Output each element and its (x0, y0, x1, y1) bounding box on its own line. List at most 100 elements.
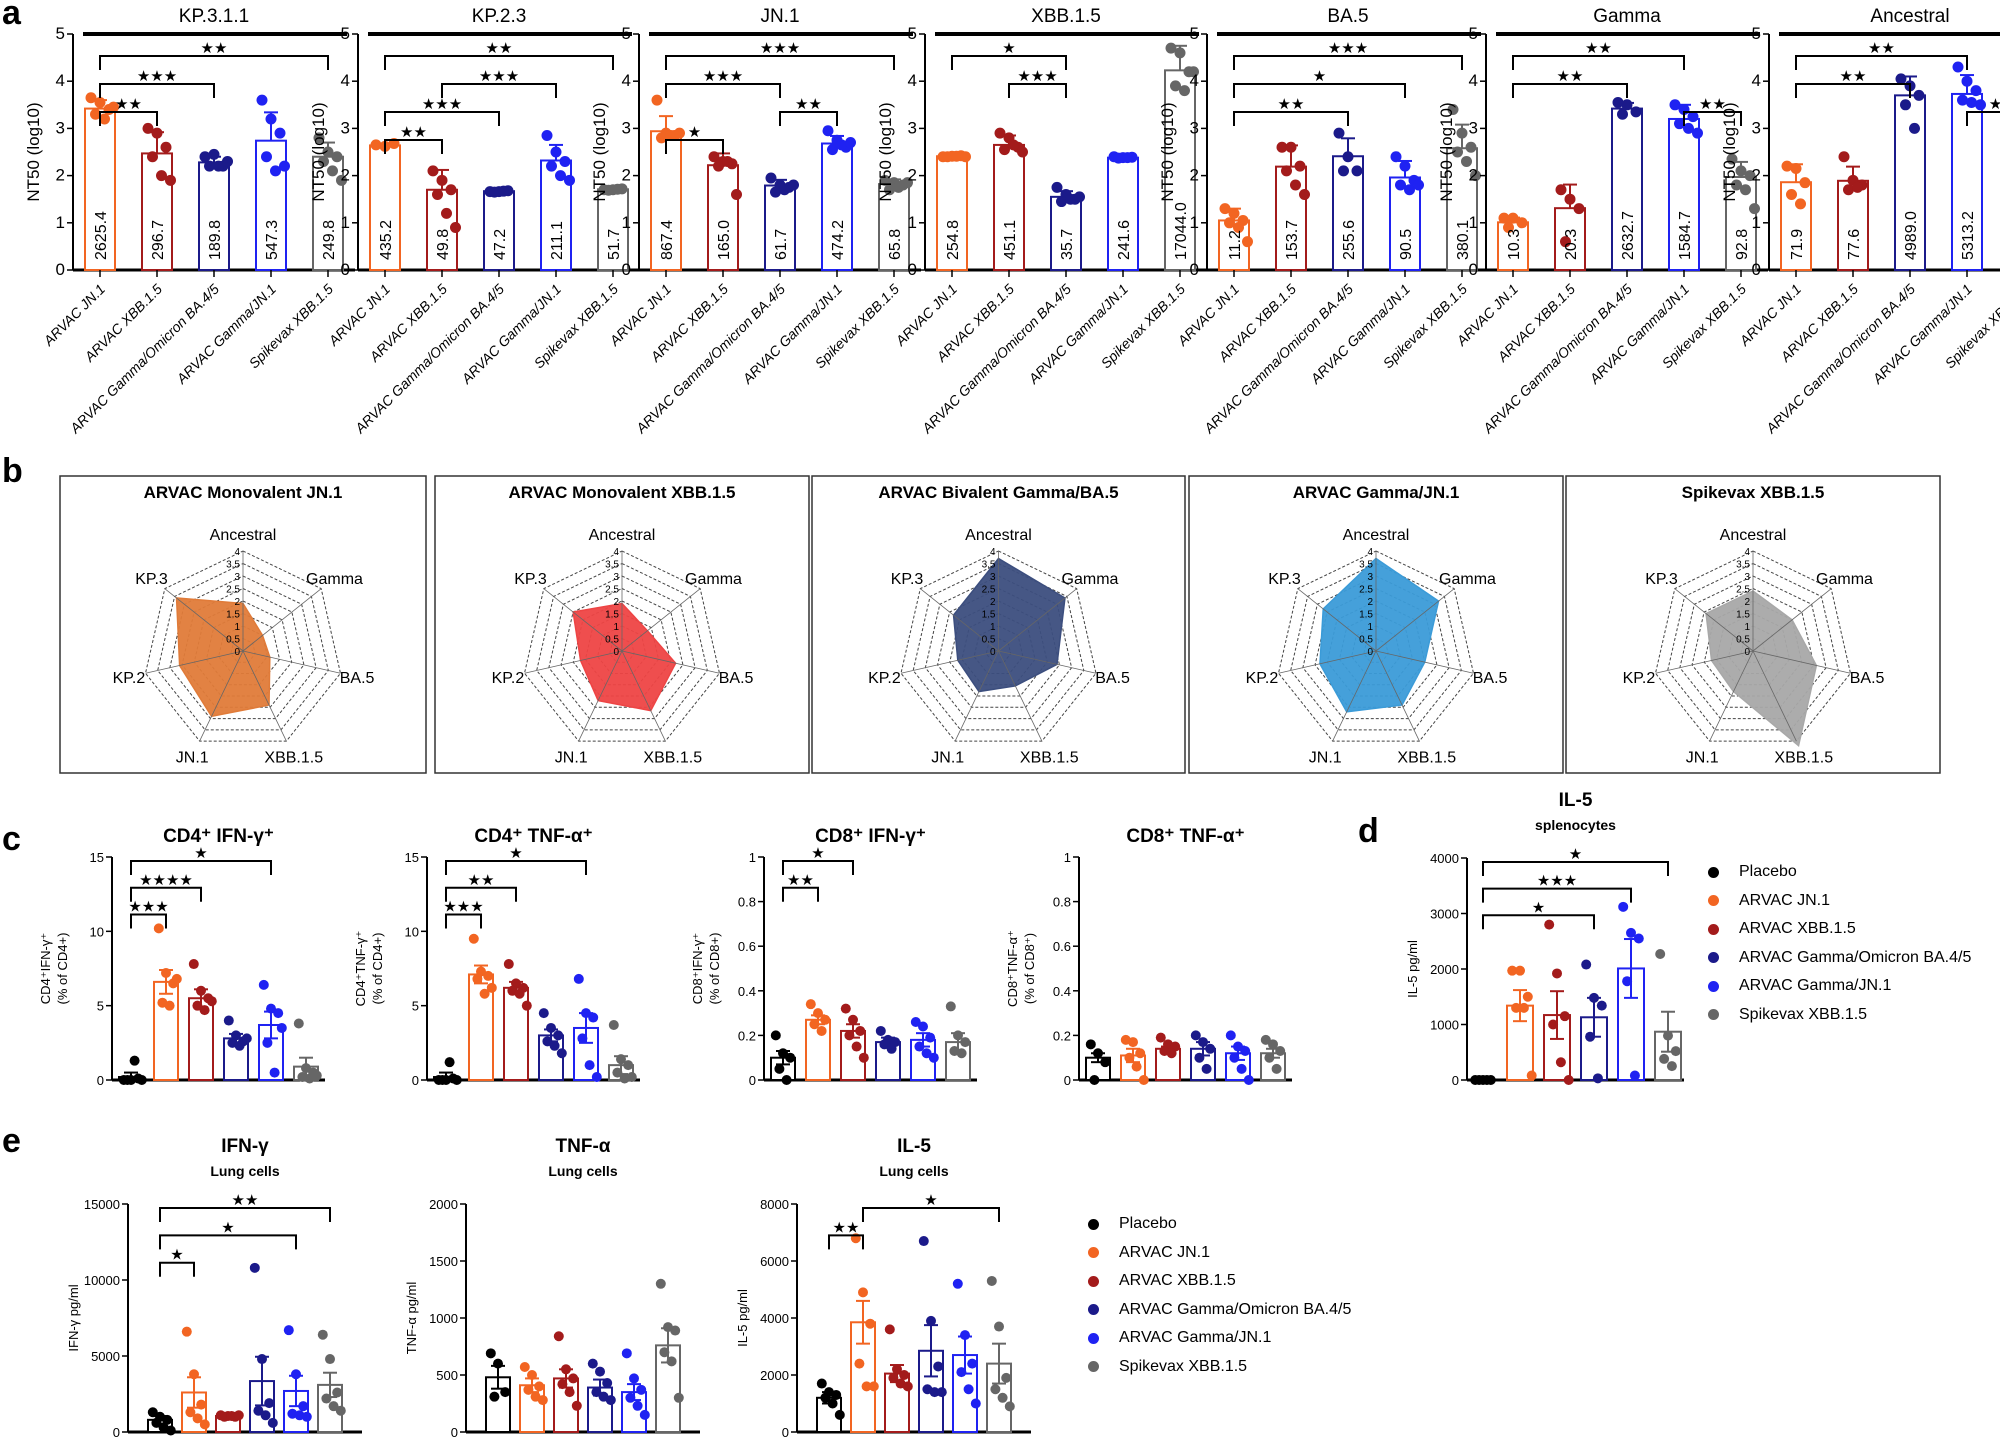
radar-axis-label: KP.3 (514, 571, 547, 588)
data-point (273, 1008, 284, 1019)
data-point (1726, 153, 1738, 165)
y-tick-label: 3 (1752, 118, 1761, 137)
data-point (553, 1331, 564, 1342)
significance-stars: ★★★ (1328, 40, 1368, 57)
y-tick-label: 10 (405, 924, 419, 939)
y-tick-label: 2 (1752, 166, 1761, 185)
radar-spoke (1375, 650, 1474, 674)
radar-spoke (621, 650, 720, 674)
data-point (301, 1063, 311, 1074)
y-axis-label: IL-5 pg/ml (735, 1289, 750, 1347)
data-point (1740, 184, 1751, 196)
data-point (432, 188, 443, 200)
data-point (550, 146, 562, 158)
radar-axis-label: KP.3 (135, 571, 168, 588)
radar-ring-label: 1.5 (605, 610, 619, 621)
data-point (1299, 188, 1310, 200)
significance-bracket (782, 860, 854, 875)
data-point (1799, 177, 1811, 189)
data-point (1516, 217, 1528, 229)
data-point (451, 1075, 462, 1085)
data-point (587, 1358, 598, 1369)
radar-ring-label: 4 (613, 547, 619, 558)
significance-stars: ★ (924, 1192, 937, 1209)
data-point (809, 1019, 820, 1030)
data-point (953, 1030, 963, 1041)
significance-bracket (1795, 55, 1968, 70)
data-point (370, 139, 382, 151)
radar-ring (1679, 575, 1827, 720)
data-point (910, 1017, 921, 1028)
data-point (595, 1366, 605, 1377)
radar-axis-label: KP.3 (1268, 571, 1301, 588)
y-axis-label: TNF-α pg/ml (404, 1282, 419, 1355)
significance-stars: ★★ (1557, 68, 1584, 85)
data-point (813, 1008, 823, 1019)
data-point (665, 129, 676, 141)
data-point (450, 222, 461, 234)
data-point (893, 181, 904, 193)
significance-bracket (445, 860, 587, 875)
data-point (485, 1348, 496, 1359)
significance-bracket (445, 913, 482, 929)
panel-label-b: b (2, 452, 23, 490)
data-point (1190, 1030, 1201, 1041)
bar-value-label: 867.4 (659, 220, 676, 260)
radar-ring (169, 575, 317, 720)
data-point (437, 1075, 448, 1085)
data-point (171, 973, 182, 984)
chart-title: XBB.1.5 (1031, 6, 1101, 27)
radar-spoke (164, 588, 244, 652)
data-point (851, 1041, 862, 1052)
data-point (1585, 1031, 1596, 1042)
data-point (476, 966, 486, 977)
data-point (147, 151, 158, 163)
data-point (1629, 1070, 1640, 1081)
data-point (1240, 1046, 1251, 1057)
data-point (196, 985, 206, 996)
data-point (328, 1401, 339, 1412)
radar-axis-label: Gamma (1439, 571, 1496, 588)
data-point (1122, 152, 1133, 164)
significance-bracket (1966, 111, 2000, 126)
data-point (1264, 1052, 1275, 1063)
radar-ring-label: 2 (1367, 597, 1373, 608)
y-tick-label: 1 (1752, 213, 1761, 232)
chart-title: JN.1 (760, 6, 799, 27)
data-point (997, 1392, 1008, 1403)
data-point (875, 1025, 886, 1036)
data-point (1413, 179, 1424, 191)
data-point (293, 1018, 304, 1029)
y-tick-label: 1 (341, 213, 350, 232)
legend-label: Placebo (1119, 1215, 1177, 1233)
radar-ring-label: 2.5 (605, 585, 619, 596)
data-point (436, 174, 448, 186)
data-point (1843, 184, 1854, 196)
significance-stars: ★ (194, 845, 207, 862)
radar-spoke (1752, 650, 1797, 742)
y-tick-label: 0 (341, 260, 350, 279)
data-point (301, 1411, 312, 1422)
data-point (1456, 127, 1468, 139)
data-point (279, 160, 290, 172)
data-point (479, 988, 490, 999)
data-point (951, 150, 962, 162)
data-point (537, 1395, 548, 1406)
chart-title: Spikevax XBB.1.5 (1682, 483, 1825, 502)
data-point (616, 1054, 626, 1065)
y-tick-label: 0.8 (1053, 895, 1071, 910)
data-point (165, 174, 176, 186)
y-tick-label: 0 (1752, 260, 1761, 279)
significance-bracket (1233, 111, 1349, 126)
y-tick-label: 0.2 (738, 1028, 756, 1043)
chart-title: CD8⁺ TNF-α⁺ (1126, 826, 1244, 847)
data-point (151, 127, 163, 139)
radar-ring (536, 562, 708, 731)
data-point (1507, 965, 1518, 976)
data-point (1135, 1048, 1146, 1059)
radar-axis-label: KP.2 (868, 670, 901, 687)
significance-bracket (1482, 914, 1595, 930)
